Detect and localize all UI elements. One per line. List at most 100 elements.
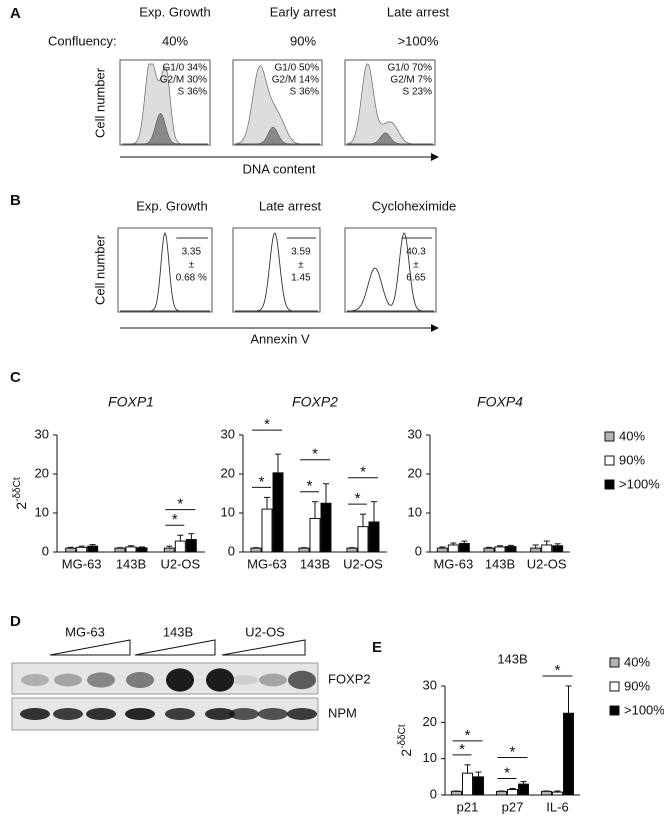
bar [458, 542, 470, 553]
bar [114, 547, 126, 553]
x-tick-label: U2-OS [160, 556, 200, 571]
bar [163, 547, 175, 553]
x-tick-label: U2-OS [527, 556, 567, 571]
blot-strip [11, 662, 319, 695]
band [53, 708, 83, 720]
band [258, 708, 288, 720]
panel-label: C [10, 369, 21, 386]
column-title: Exp. Growth [136, 198, 208, 213]
bar [563, 712, 574, 796]
histogram [235, 126, 320, 145]
y-label: 2-δδCt [12, 477, 29, 509]
chart-title: FOXP2 [292, 394, 338, 410]
legend-swatch [609, 681, 620, 692]
bar [368, 521, 380, 553]
bar [483, 547, 495, 553]
bar [136, 547, 148, 553]
stat-text: 3.35 [182, 247, 202, 258]
bar [174, 540, 186, 553]
y-tick-label: 30 [221, 426, 235, 441]
bar [125, 546, 137, 553]
x-tick-label: p21 [457, 799, 479, 814]
bar [272, 472, 284, 553]
y-label-base: 2 [398, 749, 414, 757]
stat-text: 1.45 [291, 273, 311, 284]
panel-label: D [10, 613, 21, 630]
band [20, 708, 50, 720]
legend-label: 90% [624, 678, 650, 693]
bar [518, 783, 529, 796]
stat-text: G1/0 34% [163, 63, 208, 74]
x-label: DNA content [243, 161, 316, 176]
gradient-wedge [134, 639, 216, 656]
y-tick-label: 30 [423, 677, 437, 692]
bar [541, 544, 553, 553]
band [125, 708, 155, 720]
y-tick-label: 20 [35, 465, 49, 480]
x-tick-label: IL-6 [546, 799, 568, 814]
plot-frame [344, 227, 437, 313]
bar [505, 546, 517, 553]
band [229, 708, 259, 720]
blot [11, 639, 319, 731]
panel-label: A [10, 5, 21, 22]
bar [496, 790, 507, 796]
y-tick-label: 20 [221, 465, 235, 480]
significance-mark: * [555, 662, 561, 679]
stat-text: G2/M 30% [160, 75, 207, 86]
legend-swatch [604, 455, 615, 466]
band [166, 668, 194, 692]
band [287, 708, 317, 720]
y-label-base: 2 [13, 502, 29, 510]
y-label: 2-δδCt [397, 724, 414, 756]
stat-text: 6.65 [406, 273, 426, 284]
bar [436, 547, 448, 553]
bar [76, 546, 88, 553]
chart-title: FOXP4 [477, 394, 523, 410]
band [21, 674, 49, 686]
bar [552, 791, 563, 796]
stat-text: S 23% [403, 87, 433, 98]
band [230, 675, 258, 685]
lane-label: 143B [163, 624, 193, 639]
bar [494, 546, 506, 553]
bar [346, 547, 358, 553]
legend-label: 90% [619, 452, 645, 467]
band [165, 708, 195, 720]
stat-text: G1/0 70% [388, 63, 433, 74]
band-label: FOXP2 [328, 671, 371, 686]
significance-mark: * [172, 511, 178, 528]
plot-frame [117, 227, 213, 313]
histogram [347, 232, 434, 312]
significance-mark: * [459, 741, 465, 758]
panel-label: E [372, 639, 382, 656]
band [259, 673, 287, 687]
histogram [347, 132, 433, 145]
legend-label: >100% [619, 476, 660, 491]
significance-mark: * [465, 727, 471, 744]
stat-text: S 36% [178, 87, 208, 98]
y-tick-label: 0 [42, 543, 49, 558]
legend-swatch [609, 705, 620, 716]
significance-mark: * [312, 446, 318, 463]
bar [185, 539, 197, 553]
y-tick-label: 0 [415, 543, 422, 558]
gradient-wedge [221, 639, 306, 656]
band [126, 672, 154, 688]
y-label: Cell number [92, 234, 107, 305]
histogram [120, 231, 210, 312]
lane-label: MG-63 [65, 624, 105, 639]
bar [298, 547, 310, 553]
stat-text: G2/M 7% [390, 75, 432, 86]
bar [87, 545, 99, 553]
x-tick-label: p27 [502, 799, 524, 814]
legend-label: 40% [624, 654, 650, 669]
stat-text: ± [413, 260, 419, 271]
y-tick-label: 10 [408, 504, 422, 519]
bar [530, 547, 542, 553]
confluency-value: >100% [398, 33, 439, 48]
stat-text: ± [189, 260, 195, 271]
confluency-label: Confluency: [48, 33, 117, 48]
y-tick-label: 0 [228, 543, 235, 558]
